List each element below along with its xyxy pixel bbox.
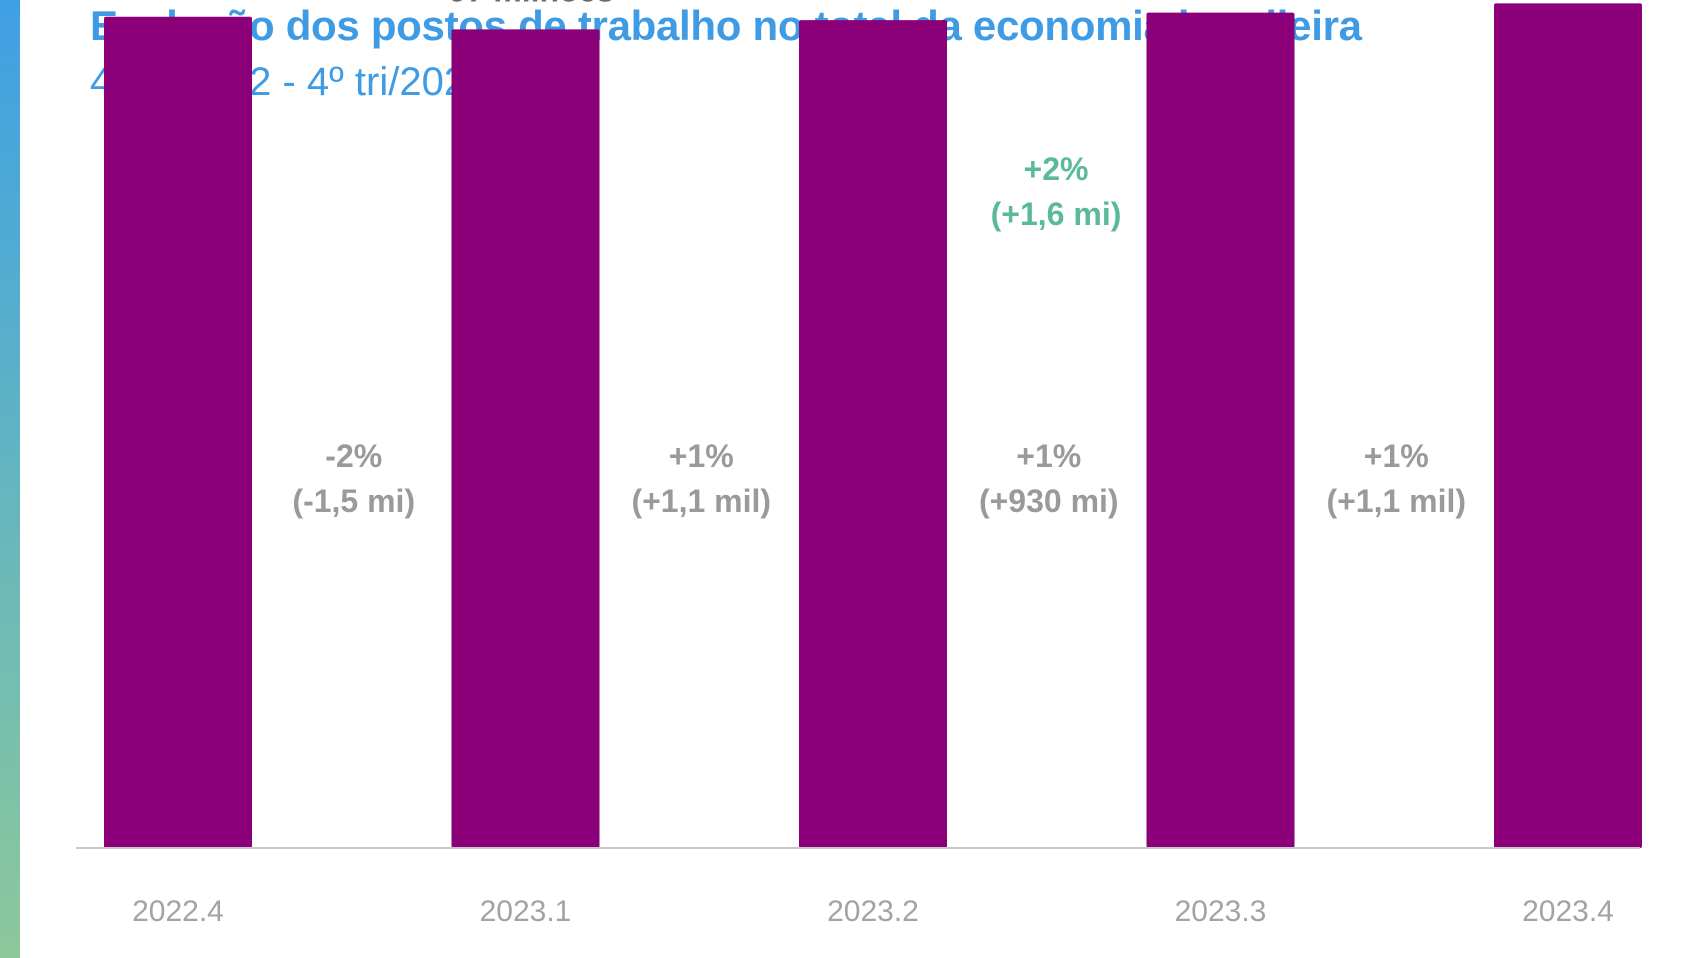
change-abs-label-2: (+1,1 mil) [631, 483, 771, 519]
change-pct-label-1: -2% [325, 438, 382, 474]
bars-layer [104, 3, 1642, 849]
x-tick-label-2022.4: 2022.4 [132, 895, 224, 928]
accent-stripe [0, 0, 20, 958]
labels-layer: 99 milhões2022.497 milhões2023.198 milhõ… [132, 0, 1614, 928]
bar-2022.4 [104, 16, 252, 849]
change-pct-label-4: +1% [1364, 438, 1429, 474]
bar-2023.2 [799, 20, 947, 848]
change-abs-label-3: (+930 mi) [979, 483, 1119, 519]
change-abs-label-1: (-1,5 mi) [292, 483, 415, 519]
bar-2023.4 [1494, 3, 1642, 849]
total-change-pct-label: +2% [1024, 151, 1089, 187]
x-tick-label-2023.4: 2023.4 [1522, 895, 1614, 928]
change-pct-label-3: +1% [1016, 438, 1081, 474]
x-tick-label-2023.1: 2023.1 [480, 895, 572, 928]
x-tick-label-2023.2: 2023.2 [827, 895, 919, 928]
bar-value-label-2023.1: 97 milhões [449, 0, 614, 8]
total-change-abs-label: (+1,6 mi) [991, 196, 1122, 232]
change-abs-label-4: (+1,1 mil) [1326, 483, 1466, 519]
bar-2023.3 [1146, 12, 1295, 849]
x-tick-label-2023.3: 2023.3 [1175, 895, 1267, 928]
bar-2023.1 [451, 29, 600, 849]
change-pct-label-2: +1% [669, 438, 734, 474]
